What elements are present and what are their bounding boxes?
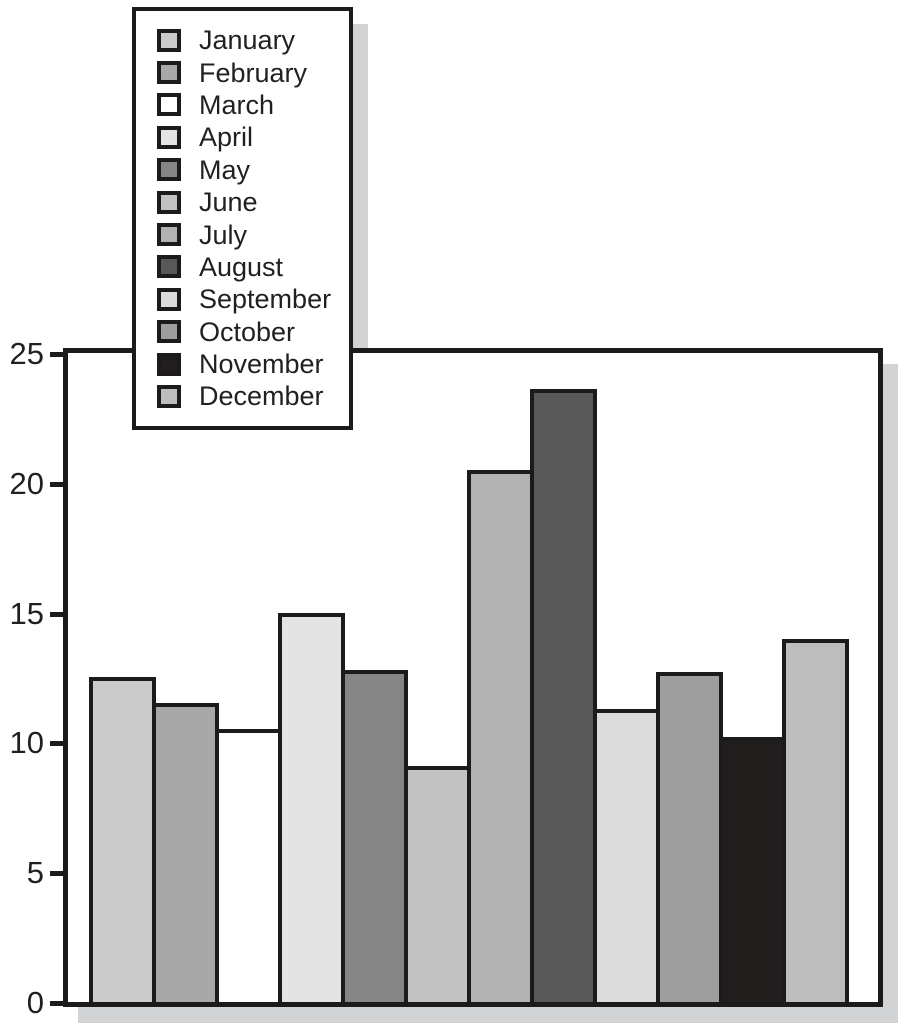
legend-swatch-march (157, 93, 181, 117)
y-axis-tick-label-20: 20 (9, 466, 44, 501)
legend-label-november: November (199, 349, 324, 380)
legend-swatch-february (157, 61, 181, 85)
legend-swatch-january (157, 28, 181, 52)
legend-swatch-august (157, 255, 181, 279)
bars-container (68, 353, 878, 1002)
y-axis-tick-5 (50, 871, 64, 876)
y-axis-tick-15 (50, 612, 64, 617)
bar-february (152, 703, 219, 1002)
bar-october (656, 672, 723, 1002)
y-axis-tick-0 (50, 1001, 64, 1006)
legend-label-march: March (199, 89, 275, 120)
legend-label-january: January (199, 25, 296, 56)
legend-item-january: January (157, 24, 349, 56)
bar-may (341, 670, 408, 1002)
plot-area (63, 348, 883, 1007)
y-axis-tick-label-25: 25 (9, 336, 44, 371)
legend-label-august: August (199, 251, 284, 282)
legend-item-may: May (157, 154, 349, 186)
bar-november (719, 737, 786, 1002)
bar-march (215, 729, 282, 1002)
y-axis-tick-25 (50, 352, 64, 357)
legend-item-march: March (157, 89, 349, 121)
legend-swatch-october (157, 320, 181, 344)
legend-item-april: April (157, 121, 349, 153)
legend-label-september: September (199, 284, 332, 315)
legend-label-may: May (199, 154, 251, 185)
bar-august (530, 389, 597, 1002)
legend-swatch-may (157, 158, 181, 182)
legend-swatch-november (157, 352, 181, 376)
bar-april (278, 613, 345, 1002)
legend-item-october: October (157, 316, 349, 348)
legend-label-june: June (199, 187, 258, 218)
legend-item-august: August (157, 251, 349, 283)
bar-june (404, 766, 471, 1002)
legend-label-october: October (199, 316, 296, 347)
bar-january (89, 677, 156, 1002)
legend-label-february: February (199, 57, 308, 88)
legend-label-december: December (199, 381, 324, 412)
y-axis-tick-label-5: 5 (26, 855, 44, 890)
legend-item-july: July (157, 218, 349, 250)
legend-swatch-april (157, 125, 181, 149)
bar-september (593, 709, 660, 1002)
bar-december (782, 639, 849, 1002)
legend-swatch-december (157, 384, 181, 408)
y-axis-tick-10 (50, 741, 64, 746)
legend-item-february: February (157, 56, 349, 88)
legend-item-december: December (157, 380, 349, 412)
legend-swatch-july (157, 223, 181, 247)
legend-swatch-september (157, 287, 181, 311)
legend-swatch-june (157, 190, 181, 214)
legend: January February March April May June July Augu… (132, 7, 353, 430)
y-axis-tick-label-15: 15 (9, 596, 44, 631)
bar-july (467, 470, 534, 1002)
legend-label-april: April (199, 122, 254, 153)
legend-label-july: July (199, 219, 248, 250)
legend-item-november: November (157, 348, 349, 380)
legend-item-september: September (157, 283, 349, 315)
y-axis-tick-label-0: 0 (26, 985, 44, 1020)
y-axis-tick-label-10: 10 (9, 725, 44, 760)
y-axis-tick-20 (50, 482, 64, 487)
legend-item-june: June (157, 186, 349, 218)
